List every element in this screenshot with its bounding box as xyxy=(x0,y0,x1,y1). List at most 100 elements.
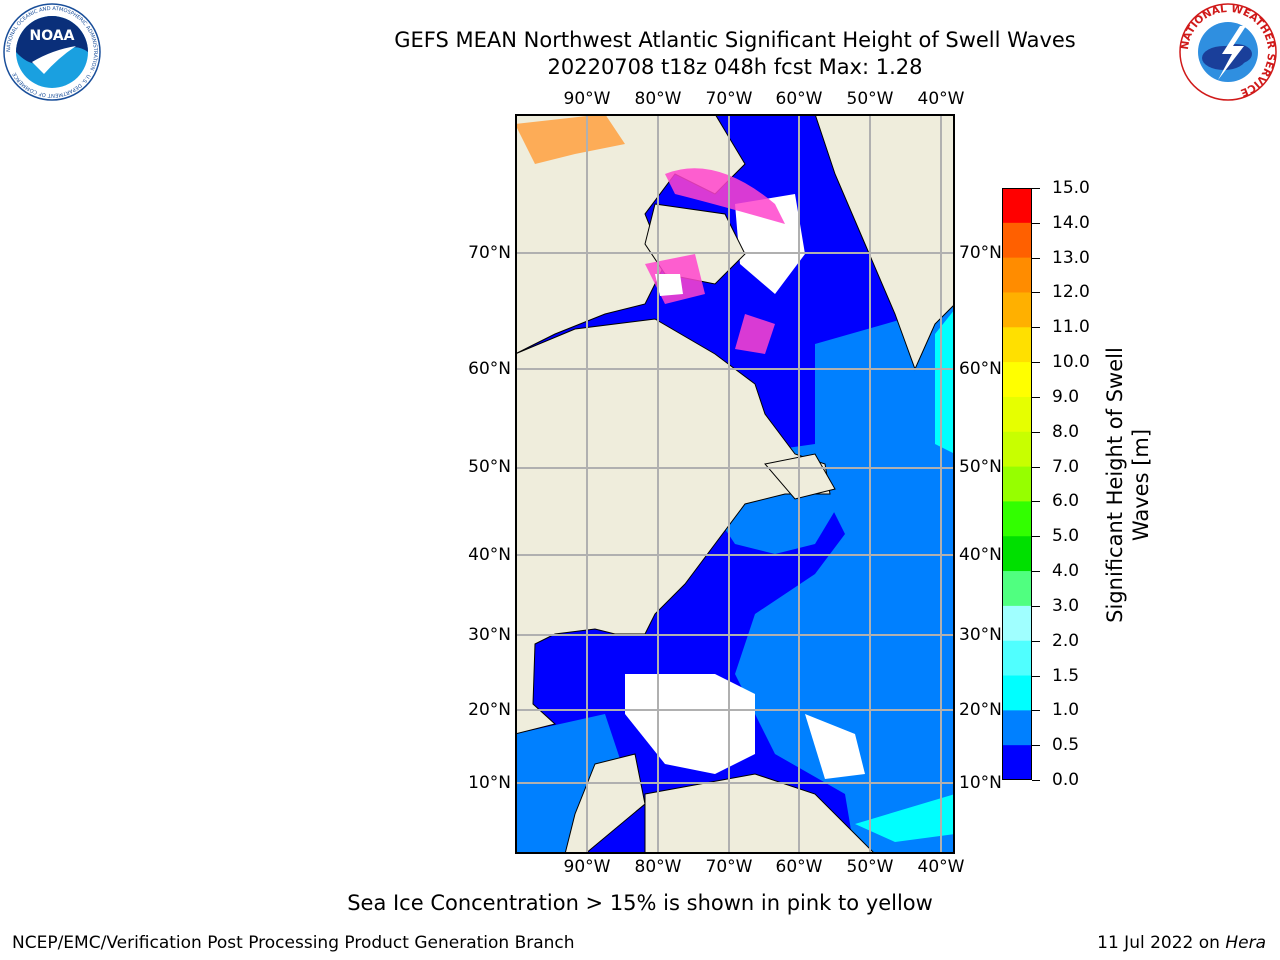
colorbar-label: 7.0 xyxy=(1052,456,1080,477)
colorbar-label: 0.0 xyxy=(1052,770,1080,790)
colorbar-tick xyxy=(1032,466,1040,468)
lat-label-right: 40°N xyxy=(959,545,1002,565)
colorbar-label: 13.0 xyxy=(1052,247,1090,268)
colorbar-label: 6.0 xyxy=(1052,491,1080,512)
colorbar-tick xyxy=(1032,780,1040,781)
colorbar-segment xyxy=(1002,362,1032,398)
colorbar-tick xyxy=(1032,257,1040,259)
colorbar-label: 4.0 xyxy=(1052,561,1080,582)
lat-label-right: 10°N xyxy=(959,773,1002,793)
lat-label-right: 50°N xyxy=(959,457,1002,477)
colorbar-tick xyxy=(1032,745,1040,747)
colorbar-label: 9.0 xyxy=(1052,386,1080,407)
colorbar-tick xyxy=(1032,292,1040,294)
colorbar-label: 1.5 xyxy=(1052,665,1080,686)
lat-label-right: 70°N xyxy=(959,243,1002,263)
colorbar-segment xyxy=(1002,396,1032,433)
lat-label-left: 40°N xyxy=(468,545,511,565)
date-stamp: 11 Jul 2022 on Hera xyxy=(1097,932,1266,954)
lat-label-left: 20°N xyxy=(468,700,511,720)
host-name: Hera xyxy=(1225,933,1266,953)
colorbar-segment xyxy=(1002,327,1032,363)
colorbar-tick xyxy=(1032,571,1040,573)
map-canvas xyxy=(515,114,955,854)
lon-label-top: 80°W xyxy=(634,89,682,109)
forecast-subtitle: 20220708 t18z 048h fcst Max: 1.28 xyxy=(547,55,923,79)
lat-label-right: 60°N xyxy=(959,359,1002,379)
map-title: GEFS MEAN Northwest Atlantic Significant… xyxy=(394,28,1076,52)
colorbar-segment xyxy=(1002,501,1032,537)
graticule xyxy=(515,114,955,854)
lon-label-top: 90°W xyxy=(563,89,611,109)
colorbar-label: 12.0 xyxy=(1052,282,1090,303)
noaa-logo: NATIONAL OCEANIC AND ATMOSPHERIC ADMINIS… xyxy=(3,3,101,101)
lon-label-bottom: 80°W xyxy=(634,857,682,877)
lat-label-left: 70°N xyxy=(468,243,511,263)
colorbar-tick xyxy=(1032,188,1040,189)
colorbar-segment xyxy=(1002,605,1032,642)
colorbar xyxy=(1002,188,1032,780)
lat-label-left: 60°N xyxy=(468,359,511,379)
colorbar-label: 15.0 xyxy=(1052,178,1090,198)
swell-band-0p5-1m xyxy=(735,304,955,854)
colorbar-label: 14.0 xyxy=(1052,212,1090,233)
lon-label-top: 40°W xyxy=(917,89,965,109)
colorbar-label: 10.0 xyxy=(1052,352,1090,373)
colorbar-segment xyxy=(1002,571,1032,607)
colorbar-frame xyxy=(1002,188,1032,780)
colorbar-title: Significant Height of Swell Waves [m] xyxy=(1103,347,1153,623)
map-panel xyxy=(515,114,955,854)
lon-label-top: 60°W xyxy=(775,89,823,109)
colorbar-segment xyxy=(1002,222,1032,259)
lat-label-left: 10°N xyxy=(468,773,511,793)
colorbar-segment xyxy=(1002,536,1032,572)
colorbar-tick xyxy=(1032,501,1040,503)
lon-label-top: 70°W xyxy=(705,89,753,109)
swell-band-1-1p5m xyxy=(855,794,955,842)
colorbar-label: 3.0 xyxy=(1052,595,1080,616)
lon-label-bottom: 40°W xyxy=(917,857,965,877)
lon-label-bottom: 50°W xyxy=(846,857,894,877)
colorbar-tick xyxy=(1032,710,1040,712)
colorbar-segment xyxy=(1002,640,1032,677)
colorbar-segment xyxy=(1002,466,1032,502)
land-masses xyxy=(515,114,955,854)
map-frame xyxy=(515,114,955,854)
colorbar-tick xyxy=(1032,640,1040,642)
colorbar-label: 1.0 xyxy=(1052,700,1080,721)
colorbar-tick xyxy=(1032,675,1040,677)
colorbar-tick xyxy=(1032,396,1040,398)
colorbar-segment xyxy=(1002,188,1032,224)
sea-ice-note: Sea Ice Concentration > 15% is shown in … xyxy=(347,891,933,915)
colorbar-tick xyxy=(1032,605,1040,607)
colorbar-tick xyxy=(1032,362,1040,364)
colorbar-segment xyxy=(1002,675,1032,711)
colorbar-segment xyxy=(1002,292,1032,328)
lat-label-left: 50°N xyxy=(468,457,511,477)
credit-line: NCEP/EMC/Verification Post Processing Pr… xyxy=(12,933,575,953)
colorbar-segment xyxy=(1002,257,1032,293)
colorbar-tick xyxy=(1032,222,1040,224)
lat-label-right: 20°N xyxy=(959,700,1002,720)
colorbar-label: 8.0 xyxy=(1052,421,1080,442)
colorbar-tick xyxy=(1032,536,1040,538)
sea-ice-zones xyxy=(515,114,785,354)
date-text: 11 Jul 2022 on xyxy=(1097,933,1220,953)
colorbar-label: 11.0 xyxy=(1052,317,1090,338)
lon-label-bottom: 70°W xyxy=(705,857,753,877)
colorbar-segment xyxy=(1002,431,1032,468)
colorbar-label: 5.0 xyxy=(1052,526,1080,547)
nws-logo: NATIONAL WEATHER SERVICE xyxy=(1179,3,1277,101)
baffin-calm xyxy=(735,194,805,294)
colorbar-tick xyxy=(1032,431,1040,433)
lon-label-bottom: 60°W xyxy=(775,857,823,877)
colorbar-segment xyxy=(1002,710,1032,746)
colorbar-label: 2.0 xyxy=(1052,630,1080,651)
lat-label-right: 30°N xyxy=(959,625,1002,645)
noaa-logo-text: NOAA xyxy=(30,28,75,44)
colorbar-label: 0.5 xyxy=(1052,735,1080,756)
lon-label-top: 50°W xyxy=(846,89,894,109)
colorbar-tick xyxy=(1032,327,1040,329)
colorbar-segment xyxy=(1002,745,1032,780)
lon-label-bottom: 90°W xyxy=(563,857,611,877)
